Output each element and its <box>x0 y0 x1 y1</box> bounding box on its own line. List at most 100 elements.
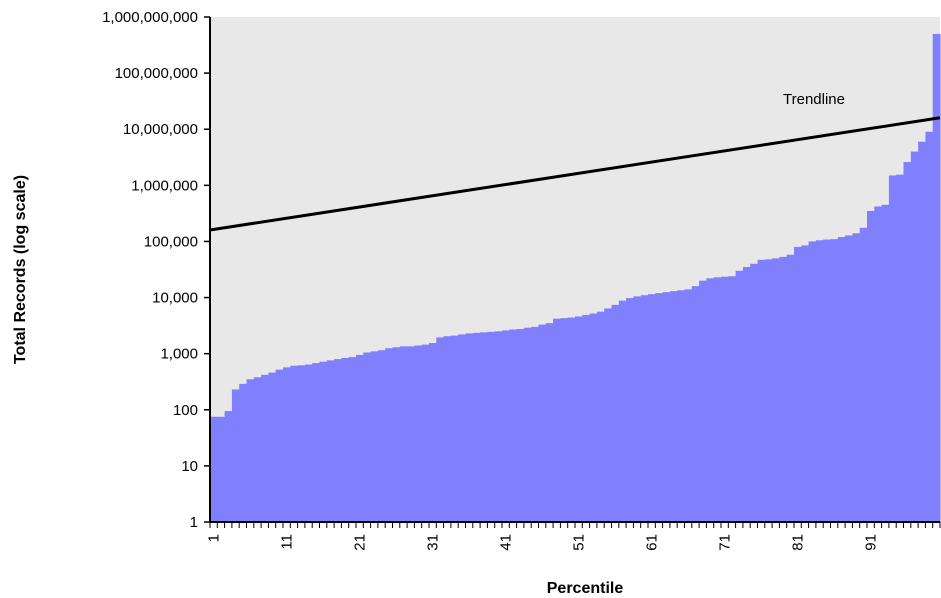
y-tick-label: 10 <box>181 458 198 475</box>
y-tick-label: 100,000 <box>144 233 198 250</box>
bar <box>290 365 299 522</box>
bar <box>662 292 671 522</box>
bar <box>830 239 839 522</box>
bar <box>757 259 766 522</box>
trendline <box>209 116 941 232</box>
bar <box>699 280 707 522</box>
bar <box>407 346 415 522</box>
bar <box>494 331 503 522</box>
bar <box>275 369 284 522</box>
bar <box>852 233 861 522</box>
bar <box>903 162 912 523</box>
bar <box>669 291 678 522</box>
bar <box>268 372 277 522</box>
bar <box>392 347 401 522</box>
bar <box>823 239 832 522</box>
bar <box>414 345 423 522</box>
bar <box>348 357 357 522</box>
bar <box>509 329 518 522</box>
bar <box>867 210 875 523</box>
bar <box>356 354 364 522</box>
bar <box>553 318 561 522</box>
x-tick-label: 81 <box>790 534 807 551</box>
bar <box>319 361 328 522</box>
bar <box>677 290 686 522</box>
bars-group <box>210 33 941 523</box>
bar <box>640 295 649 522</box>
bar <box>429 342 437 522</box>
x-tick-label: 11 <box>279 534 296 550</box>
bar <box>633 296 642 522</box>
bar <box>458 334 467 522</box>
bar <box>859 227 868 522</box>
bar <box>611 304 620 522</box>
bar <box>764 259 773 522</box>
y-tick-label: 1,000,000 <box>131 177 198 194</box>
bar <box>925 131 934 523</box>
bar <box>604 308 613 522</box>
bar <box>399 346 408 522</box>
bar <box>253 377 262 522</box>
bar <box>801 245 810 522</box>
bar <box>210 416 218 522</box>
trendline-label: Trendline <box>783 91 845 108</box>
x-tick-label: 31 <box>425 534 442 551</box>
bar <box>516 329 525 522</box>
bar <box>706 278 715 522</box>
bar <box>531 326 540 522</box>
bar <box>874 206 883 522</box>
bar <box>283 367 291 522</box>
bar <box>713 277 722 522</box>
bar <box>472 332 481 522</box>
x-tick-label: 91 <box>863 534 880 551</box>
bar <box>691 286 700 522</box>
bar <box>261 374 269 522</box>
y-tick-label: 1,000 <box>160 346 198 363</box>
bar <box>523 327 532 522</box>
bar <box>341 357 350 522</box>
bar <box>742 267 751 522</box>
bar <box>918 141 926 523</box>
bar <box>436 337 445 522</box>
x-tick-label: 61 <box>644 534 661 551</box>
bar <box>231 389 240 522</box>
bar <box>567 317 576 522</box>
x-tick-label: 51 <box>571 534 588 551</box>
y-tick-label: 100 <box>173 402 198 419</box>
bar <box>304 364 313 522</box>
bar <box>326 360 335 522</box>
bar <box>538 324 547 522</box>
x-tick-label: 1 <box>206 534 223 542</box>
bar <box>779 256 788 522</box>
x-axis: 1 11 21 31 41 51 61 71 81 91 <box>206 521 941 551</box>
bar <box>450 335 459 522</box>
bar <box>334 359 342 522</box>
y-tick-label: 1,000,000,000 <box>102 9 198 26</box>
bar <box>377 350 386 522</box>
y-tick-label: 10,000 <box>152 290 198 307</box>
bar <box>224 411 233 522</box>
bar <box>815 240 824 522</box>
bar <box>246 379 255 522</box>
y-tick-label: 10,000,000 <box>123 121 198 138</box>
x-tick-label: 21 <box>352 534 369 551</box>
bar <box>575 316 583 522</box>
bar <box>808 241 817 522</box>
bar <box>297 365 306 522</box>
y-axis-title: Total Records (log scale) <box>12 175 29 364</box>
y-axis: 1 10 100 1,000 10,000 100,000 1,000,000 10,000,… <box>102 9 211 531</box>
bar <box>786 254 795 522</box>
y-tick-label: 100,000,000 <box>115 65 198 82</box>
bar <box>589 313 598 522</box>
bar <box>932 33 941 522</box>
x-tick-label: 41 <box>498 534 515 551</box>
bar <box>239 383 248 522</box>
bar <box>728 276 737 522</box>
y-tick-label: 1 <box>190 514 198 531</box>
bar <box>684 289 693 522</box>
bar <box>618 300 627 522</box>
bar <box>596 311 605 522</box>
bar <box>217 416 226 522</box>
bar <box>750 263 759 522</box>
